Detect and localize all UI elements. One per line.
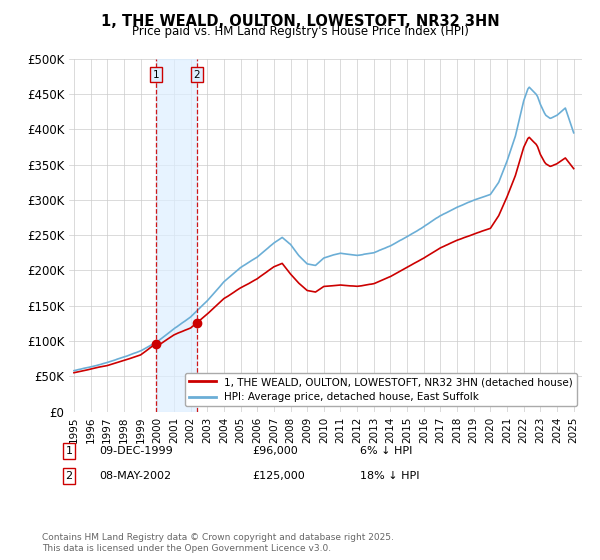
Text: Price paid vs. HM Land Registry's House Price Index (HPI): Price paid vs. HM Land Registry's House …: [131, 25, 469, 38]
Text: 6% ↓ HPI: 6% ↓ HPI: [360, 446, 412, 456]
Text: Contains HM Land Registry data © Crown copyright and database right 2025.
This d: Contains HM Land Registry data © Crown c…: [42, 533, 394, 553]
Text: 1: 1: [65, 446, 73, 456]
Text: 1, THE WEALD, OULTON, LOWESTOFT, NR32 3HN: 1, THE WEALD, OULTON, LOWESTOFT, NR32 3H…: [101, 14, 499, 29]
Text: 18% ↓ HPI: 18% ↓ HPI: [360, 471, 419, 481]
Text: 2: 2: [193, 69, 200, 80]
Bar: [156, 59, 197, 412]
Text: 09-DEC-1999: 09-DEC-1999: [99, 446, 173, 456]
Text: 08-MAY-2002: 08-MAY-2002: [99, 471, 171, 481]
Text: 1: 1: [152, 69, 159, 80]
Text: 2: 2: [65, 471, 73, 481]
Text: £125,000: £125,000: [252, 471, 305, 481]
Legend: 1, THE WEALD, OULTON, LOWESTOFT, NR32 3HN (detached house), HPI: Average price, : 1, THE WEALD, OULTON, LOWESTOFT, NR32 3H…: [185, 373, 577, 407]
Text: £96,000: £96,000: [252, 446, 298, 456]
